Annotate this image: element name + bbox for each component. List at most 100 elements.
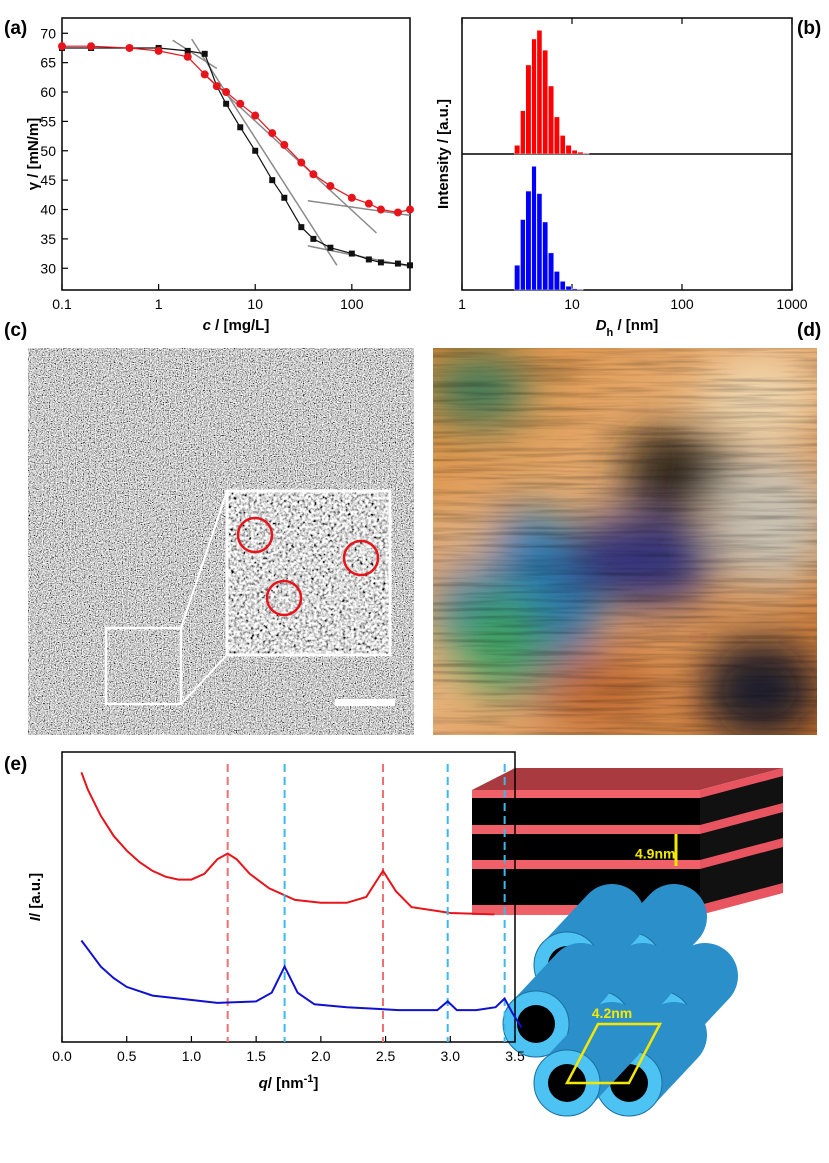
micrograph: [28, 348, 414, 735]
axis-label-part: q: [259, 1075, 268, 1092]
axis-label-part: c: [203, 317, 212, 334]
bar: [542, 221, 548, 291]
x-tick-label: 2.0: [311, 1048, 331, 1064]
data-point: [201, 50, 208, 57]
axis-label: c / [mg/L]: [203, 317, 270, 334]
data-point: [222, 88, 231, 97]
bar: [554, 271, 560, 291]
data-point: [269, 177, 276, 184]
x-tick-label: 1: [458, 296, 466, 312]
axis-label: q/ [nm-1]: [259, 1073, 319, 1092]
bar: [559, 135, 566, 155]
axis-label-part: I: [27, 916, 44, 921]
y-tick-label: 50: [40, 143, 56, 159]
data-point: [393, 208, 402, 217]
data-point: [310, 235, 317, 242]
bar: [571, 150, 578, 155]
bar: [542, 49, 548, 155]
data-point: [154, 46, 163, 55]
plot-frame: [61, 17, 411, 291]
bar: [536, 193, 543, 291]
y-tick-label: 65: [40, 55, 56, 71]
data-point: [407, 262, 413, 269]
data-point: [184, 47, 191, 54]
y-tick-label: 70: [40, 25, 56, 41]
bar: [520, 110, 526, 155]
data-point: [58, 42, 66, 51]
polarized-micrograph: [433, 348, 817, 735]
bar: [525, 64, 532, 155]
axis-label-part: / [mg/L]: [211, 317, 269, 334]
axis-label: γ / [mN/m]: [25, 118, 42, 191]
data-line: [62, 47, 411, 266]
data-point: [200, 70, 209, 79]
data-point: [376, 205, 385, 214]
axis-label-part: / [nm]: [613, 317, 658, 334]
y-tick-label: 35: [40, 231, 56, 247]
bar: [531, 38, 537, 155]
x-tick-label: 0.5: [117, 1048, 137, 1064]
bar: [577, 289, 584, 291]
panel-label: (c): [4, 320, 27, 341]
panel-label: (b): [797, 18, 821, 39]
x-tick-label: 1000: [776, 296, 807, 312]
x-tick-label: 0.0: [52, 1048, 72, 1064]
y-tick-label: 30: [40, 260, 56, 276]
axis-label: Intensity / [a.u.]: [435, 99, 452, 209]
data-point: [281, 194, 288, 201]
axis-label-part: D: [596, 317, 607, 334]
bar: [514, 145, 521, 155]
bar: [565, 286, 572, 291]
x-tick-label: 0.1: [52, 296, 72, 312]
y-tick-label: 55: [40, 113, 56, 129]
x-tick-label: 10: [247, 296, 263, 312]
y-tick-label: 45: [40, 172, 56, 188]
fit-line: [191, 38, 338, 266]
axis-label: Dh / [nm]: [596, 317, 659, 339]
data-point: [298, 224, 305, 231]
bar: [536, 30, 543, 155]
hexagonal-schematic: [502, 884, 738, 1117]
data-point: [327, 244, 334, 251]
data-point: [237, 124, 244, 131]
x-tick-label: 100: [340, 296, 364, 312]
data-point: [348, 250, 355, 257]
bar: [577, 151, 584, 155]
fit-line: [172, 39, 218, 70]
bar: [583, 153, 590, 155]
data-point: [236, 99, 245, 108]
axis-label: I/ [a.u.]: [27, 873, 44, 921]
bar: [525, 190, 532, 291]
bar: [548, 252, 554, 291]
bar: [548, 85, 554, 155]
data-point: [365, 256, 372, 263]
bar: [520, 219, 526, 291]
data-point: [297, 158, 306, 167]
panel-label: (e): [4, 754, 27, 775]
data-line: [80, 771, 495, 916]
data-line: [62, 45, 411, 214]
data-point: [377, 259, 384, 266]
plot-frame: [61, 751, 516, 1043]
x-tick-label: 1: [155, 296, 163, 312]
data-line: [80, 939, 523, 1029]
x-tick-label: 10: [564, 296, 580, 312]
data-point: [364, 199, 373, 208]
y-tick-label: 60: [40, 84, 56, 100]
data-point: [87, 42, 96, 51]
panel-label: (d): [797, 320, 821, 341]
bar: [571, 288, 578, 291]
data-point: [309, 170, 318, 179]
bar: [514, 265, 521, 291]
axis-label-part: ]: [313, 1075, 318, 1092]
panel-label: (a): [4, 18, 27, 39]
bar: [531, 166, 537, 291]
fit-line: [307, 199, 411, 217]
x-tick-label: 1.5: [246, 1048, 266, 1064]
unit-cell: [564, 1022, 663, 1085]
x-tick-label: 3.5: [505, 1048, 525, 1064]
data-point: [252, 147, 259, 154]
data-point: [251, 111, 260, 120]
data-point: [268, 129, 277, 138]
